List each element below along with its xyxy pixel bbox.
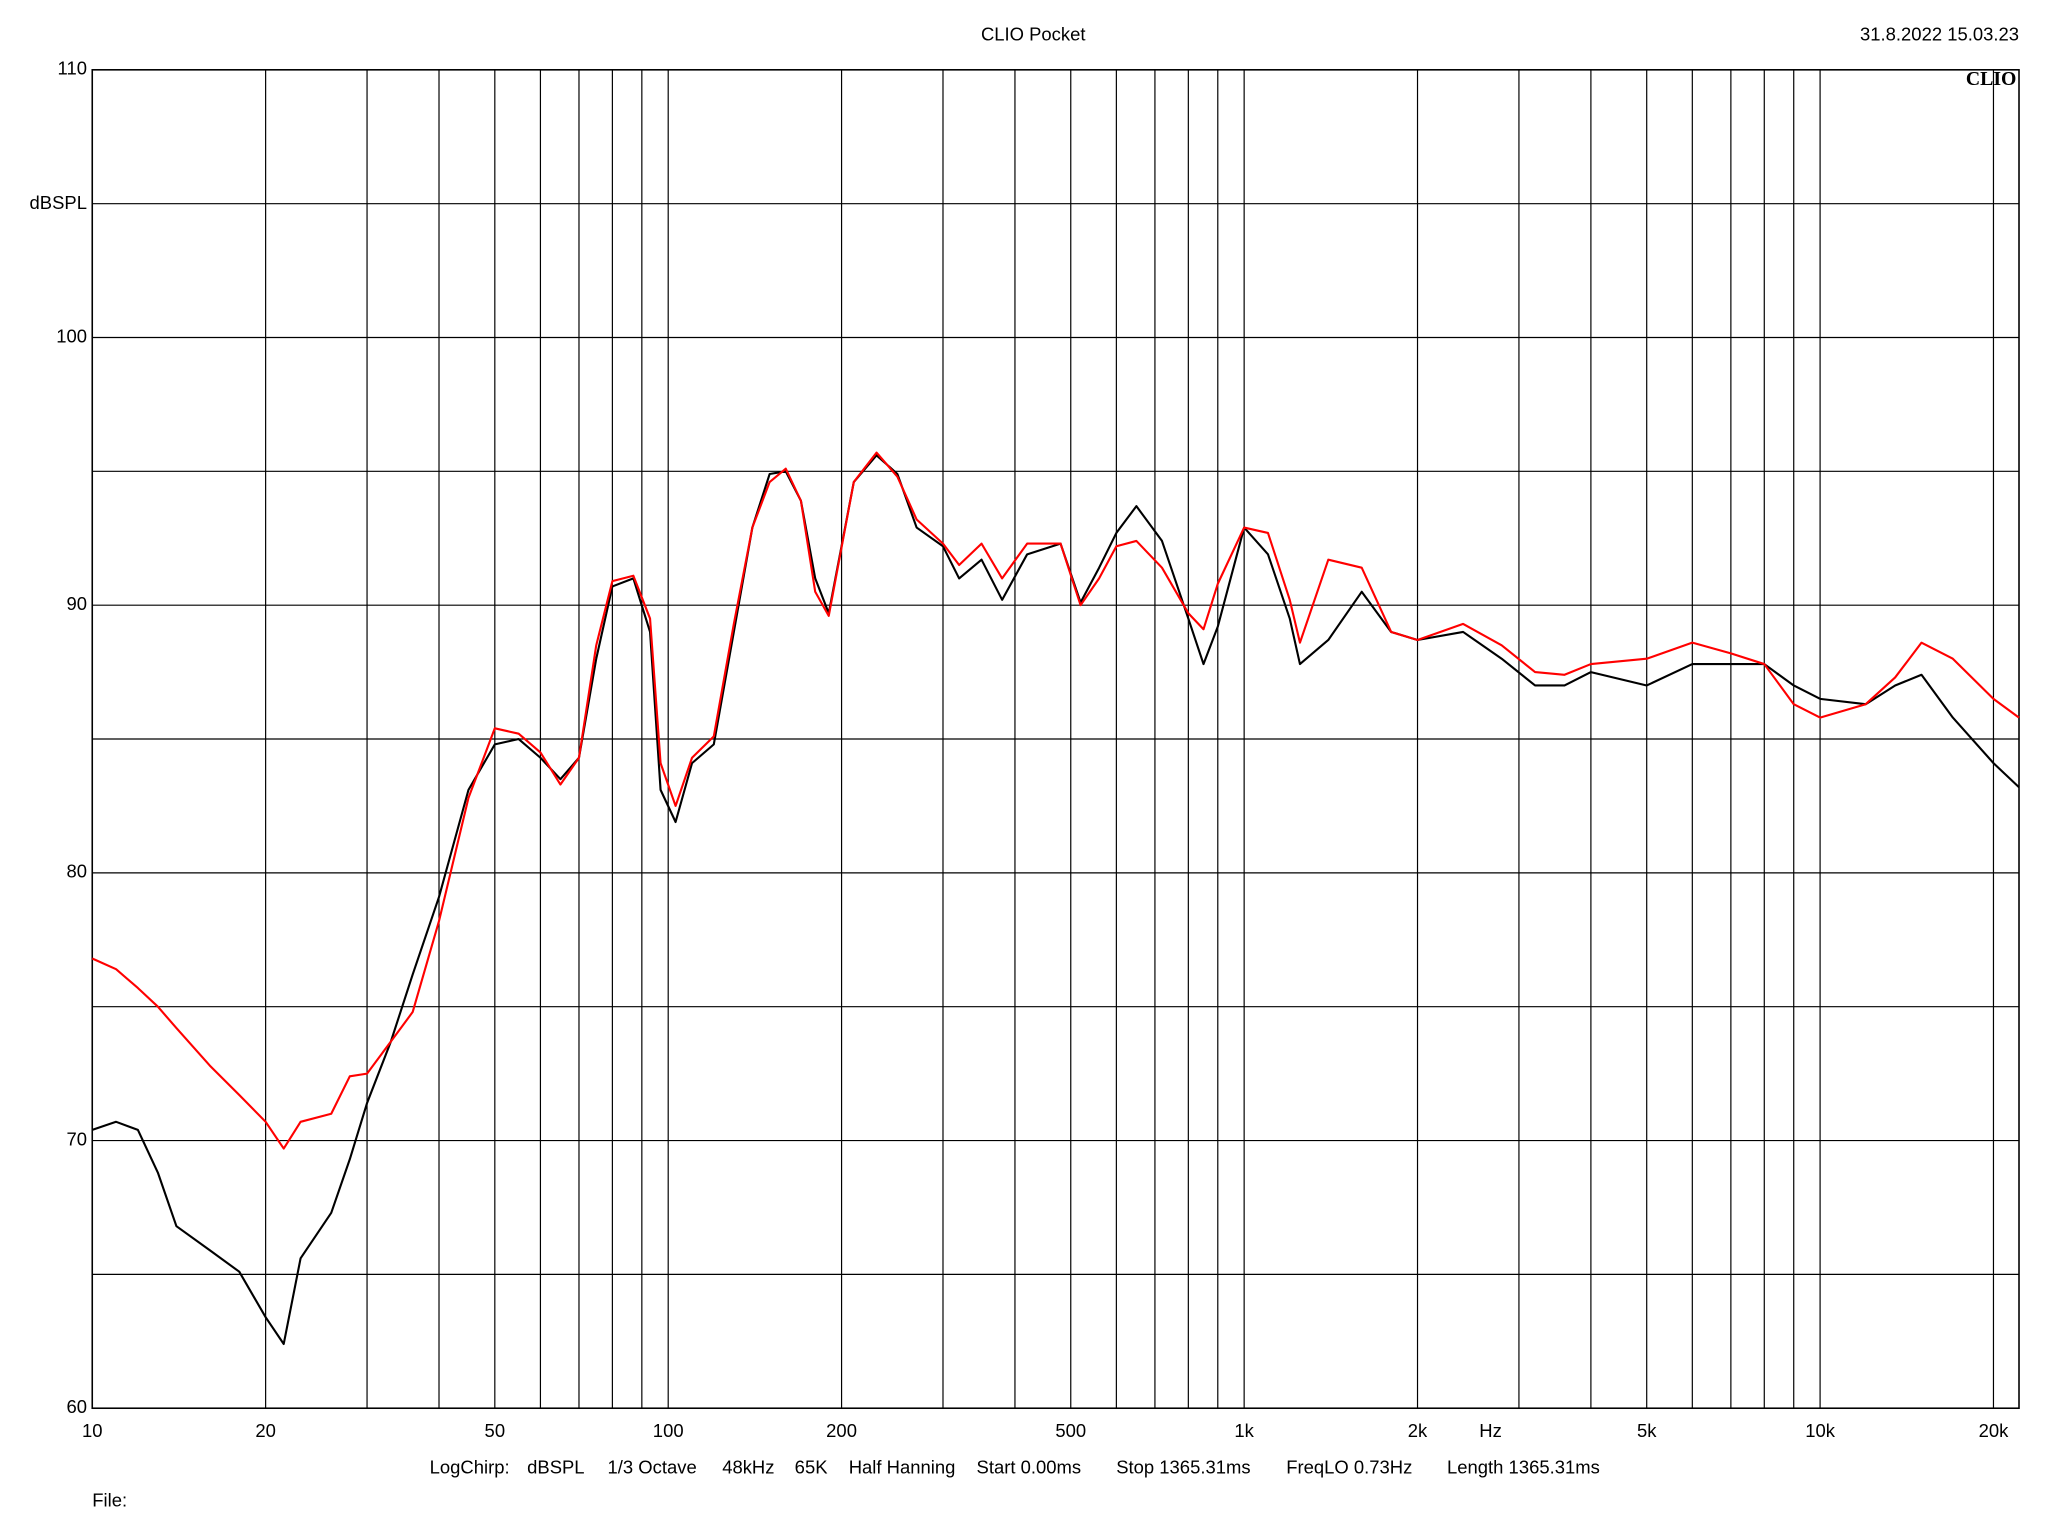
file-label: File:	[92, 1490, 127, 1511]
x-tick-label: 1k	[1234, 1420, 1254, 1441]
chart-title: CLIO Pocket	[981, 23, 1086, 44]
y-axis-label: dBSPL	[30, 192, 87, 213]
x-axis-label: Hz	[1479, 1420, 1502, 1441]
y-tick-label: 60	[66, 1396, 87, 1417]
settings-item: FreqLO 0.73Hz	[1286, 1457, 1412, 1478]
settings-item: Half Hanning	[849, 1457, 956, 1478]
y-tick-label: 70	[66, 1128, 87, 1149]
settings-item: Start 0.00ms	[977, 1457, 1082, 1478]
settings-item: Stop 1365.31ms	[1116, 1457, 1250, 1478]
x-tick-label: 5k	[1637, 1420, 1657, 1441]
x-tick-label: 50	[485, 1420, 506, 1441]
y-tick-label: 90	[66, 593, 87, 614]
series-line	[91, 454, 2020, 1346]
x-tick-label: 10	[82, 1420, 103, 1441]
timestamp: 31.8.2022 15.03.23	[1860, 23, 2019, 44]
x-tick-label: 20k	[1979, 1420, 2010, 1441]
settings-item: dBSPL	[527, 1457, 584, 1478]
settings-item: 65K	[795, 1457, 829, 1478]
x-tick-label: 200	[826, 1420, 857, 1441]
x-tick-label: 20	[255, 1420, 276, 1441]
y-tick-label: 100	[56, 325, 87, 346]
settings-item: Length 1365.31ms	[1447, 1457, 1600, 1478]
series-line	[91, 451, 2020, 1150]
settings-item: 48kHz	[722, 1457, 774, 1478]
x-tick-label: 10k	[1805, 1420, 1836, 1441]
logo: CLIO	[1966, 68, 2016, 90]
settings-item: LogChirp:	[430, 1457, 510, 1478]
x-tick-label: 2k	[1408, 1420, 1428, 1441]
y-tick-label: 110	[58, 58, 87, 79]
settings-item: 1/3 Octave	[608, 1457, 697, 1478]
y-tick-label: 80	[66, 861, 87, 882]
x-tick-label: 500	[1055, 1420, 1086, 1441]
x-tick-label: 100	[653, 1420, 684, 1441]
